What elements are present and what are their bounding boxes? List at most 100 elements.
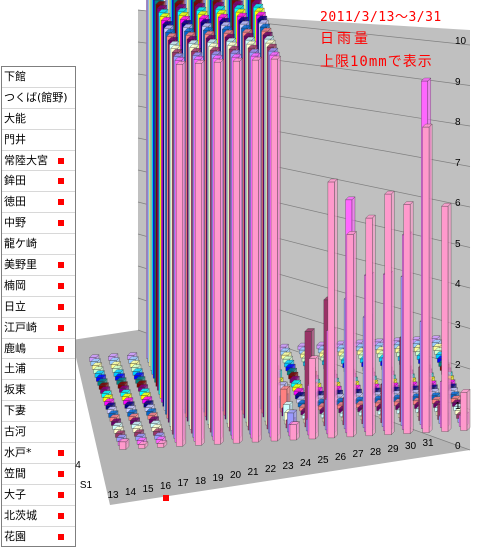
legend-marker bbox=[58, 283, 64, 289]
legend-item-label: 坂東 bbox=[4, 383, 26, 396]
x-tick-label: 22 bbox=[265, 464, 276, 475]
bar bbox=[214, 59, 224, 444]
x-tick-label: 25 bbox=[317, 455, 328, 466]
legend-item-label: 鹿嶋 bbox=[4, 342, 26, 355]
legend-marker bbox=[58, 220, 64, 226]
y-tick-label: 8 bbox=[455, 117, 461, 128]
legend-marker bbox=[58, 471, 64, 477]
legend-item: 大子 bbox=[2, 485, 75, 506]
legend-item: 徳田 bbox=[2, 192, 75, 213]
bar bbox=[271, 56, 281, 441]
legend-item: 江戸崎 bbox=[2, 318, 75, 339]
x-tick-label: 17 bbox=[177, 478, 188, 489]
legend-item-label: 楠岡 bbox=[4, 279, 26, 292]
legend-item-label: 水戸* bbox=[4, 446, 32, 459]
legend-item-label: 古河 bbox=[4, 425, 26, 438]
legend-item: 笠間 bbox=[2, 464, 75, 485]
x-tick-label: 20 bbox=[230, 470, 241, 481]
x-tick-label: 21 bbox=[247, 467, 258, 478]
legend-item-label: 北茨城 bbox=[4, 509, 37, 522]
bar bbox=[442, 203, 452, 431]
legend-item-label: 徳田 bbox=[4, 195, 26, 208]
legend-item: 楠岡 bbox=[2, 276, 75, 297]
x-tick-label: 28 bbox=[370, 447, 381, 458]
legend-marker bbox=[58, 534, 64, 540]
legend-item-label: 常陸大宮 bbox=[4, 154, 48, 167]
legend-item-label: 大子 bbox=[4, 488, 26, 501]
legend-item: つくば(館野) bbox=[2, 88, 75, 109]
bar bbox=[461, 389, 471, 430]
y-tick-label: 7 bbox=[455, 158, 461, 169]
legend-item-label: 土浦 bbox=[4, 362, 26, 375]
chart-title-line-1: 2011/3/13～3/31 bbox=[320, 6, 442, 25]
x-tick-label: 26 bbox=[335, 452, 346, 463]
legend-marker bbox=[58, 492, 64, 498]
legend-item-label: 下館 bbox=[4, 70, 26, 83]
legend-item: 北茨城 bbox=[2, 506, 75, 527]
x-tick-label: 18 bbox=[195, 476, 206, 487]
x-tick-label: 31 bbox=[422, 438, 433, 449]
legend-item: 下妻 bbox=[2, 401, 75, 422]
y-tick-label: 5 bbox=[455, 239, 461, 250]
x-tick-label: 16 bbox=[160, 481, 171, 492]
bar bbox=[309, 356, 319, 439]
x-tick-label: 29 bbox=[387, 444, 398, 455]
x-tick-label: 27 bbox=[352, 449, 363, 460]
legend-item: 美野里 bbox=[2, 255, 75, 276]
bar bbox=[233, 58, 243, 443]
legend-item: 常陸大宮 bbox=[2, 151, 75, 172]
chart-title-line-3: 上限10mmで表示 bbox=[320, 51, 433, 71]
series-axis-fragment: 4 bbox=[75, 460, 81, 471]
legend-item: 坂東 bbox=[2, 380, 75, 401]
legend-item-label: 鉾田 bbox=[4, 174, 26, 187]
chart-title-line-2: 日雨量 bbox=[320, 28, 371, 48]
x-tick-label: 30 bbox=[405, 441, 416, 452]
legend-item-label: 美野里 bbox=[4, 258, 37, 271]
legend-item-label: 江戸崎 bbox=[4, 321, 37, 334]
legend-item-label: 中野 bbox=[4, 216, 26, 229]
legend-marker bbox=[58, 513, 64, 519]
legend-item: 鹿嶋 bbox=[2, 339, 75, 360]
category-marker bbox=[163, 495, 169, 501]
legend-marker bbox=[58, 325, 64, 331]
legend-item: 土浦 bbox=[2, 359, 75, 380]
legend-marker bbox=[58, 262, 64, 268]
bar bbox=[252, 57, 261, 442]
y-tick-label: 9 bbox=[455, 77, 461, 88]
legend-item-label: 笠間 bbox=[4, 467, 26, 480]
series-axis-label: S1 bbox=[80, 480, 92, 491]
x-tick-label: 23 bbox=[282, 461, 293, 472]
legend-marker bbox=[58, 199, 64, 205]
x-tick-label: 19 bbox=[212, 473, 223, 484]
bar bbox=[423, 124, 433, 433]
y-tick-label: 1 bbox=[455, 401, 461, 412]
x-tick-label: 15 bbox=[142, 484, 153, 495]
x-tick-label: 14 bbox=[125, 487, 136, 498]
bar bbox=[195, 60, 205, 445]
x-tick-label: 24 bbox=[300, 458, 311, 469]
legend-marker bbox=[58, 158, 64, 164]
bar bbox=[176, 61, 186, 446]
y-tick-label: 6 bbox=[455, 198, 461, 209]
y-tick-label: 3 bbox=[455, 320, 461, 331]
legend-item-label: 門井 bbox=[4, 133, 26, 146]
legend-marker bbox=[58, 304, 64, 310]
y-tick-label: 10 bbox=[455, 36, 466, 47]
legend-marker bbox=[58, 450, 64, 456]
legend-item: 日立 bbox=[2, 297, 75, 318]
chart-legend: 下館つくば(館野) 大能門井常陸大宮鉾田徳田中野龍ケ崎美野里楠岡日立江戸崎鹿嶋土浦… bbox=[1, 66, 76, 547]
legend-item: 古河 bbox=[2, 422, 75, 443]
legend-item: 門井 bbox=[2, 130, 75, 151]
legend-item: 鉾田 bbox=[2, 171, 75, 192]
bar bbox=[119, 439, 128, 450]
legend-item-label: 日立 bbox=[4, 300, 26, 313]
legend-item: 大能 bbox=[2, 109, 75, 130]
bar bbox=[385, 191, 395, 435]
legend-item-label: 龍ケ崎 bbox=[4, 237, 37, 250]
legend-item-label: 大能 bbox=[4, 112, 26, 125]
bar bbox=[404, 201, 414, 433]
legend-marker bbox=[58, 178, 64, 184]
bar bbox=[347, 231, 357, 436]
legend-item: 花園 bbox=[2, 527, 75, 547]
bar bbox=[366, 215, 376, 436]
